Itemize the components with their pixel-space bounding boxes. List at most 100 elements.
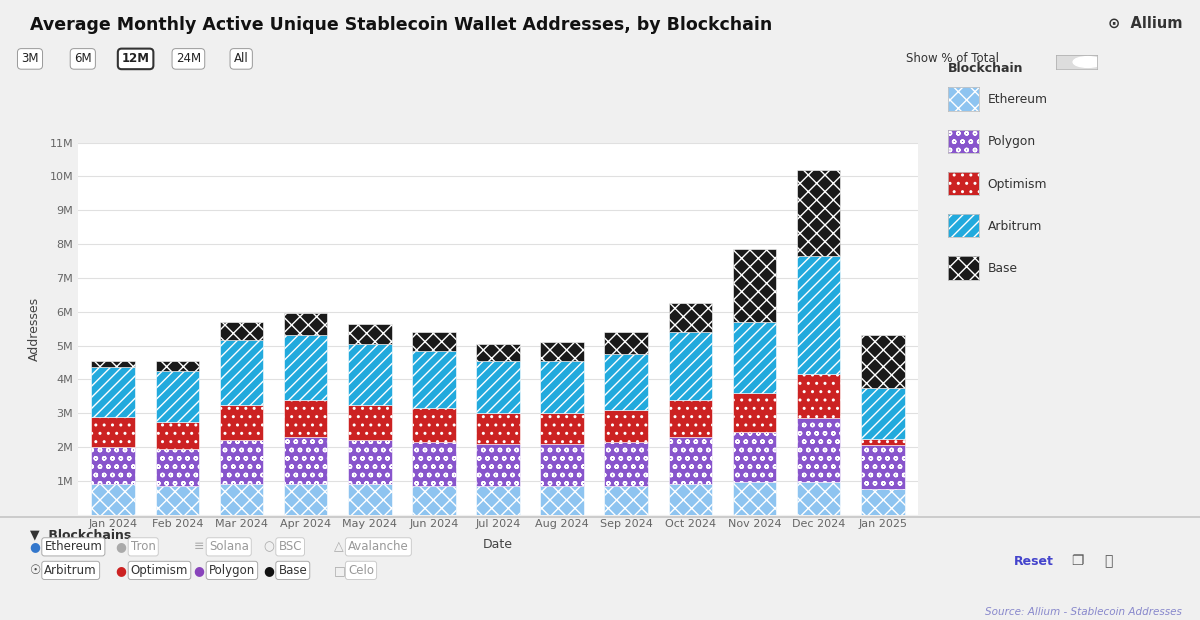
Text: Base: Base	[988, 262, 1018, 275]
Bar	[605, 332, 648, 354]
Bar	[220, 484, 263, 515]
Bar	[860, 388, 905, 438]
Text: Tron: Tron	[131, 541, 156, 553]
Text: Base: Base	[278, 564, 307, 577]
Text: Solana: Solana	[209, 541, 248, 553]
Bar	[220, 340, 263, 405]
Bar	[91, 447, 136, 484]
Text: Celo: Celo	[348, 564, 374, 577]
Bar	[668, 437, 712, 484]
Text: Source: Allium - Stablecoin Addresses: Source: Allium - Stablecoin Addresses	[985, 607, 1182, 617]
Circle shape	[1073, 56, 1103, 68]
Bar	[348, 484, 391, 515]
Text: Blockchain: Blockchain	[948, 62, 1024, 75]
Bar	[91, 484, 136, 515]
Bar	[605, 442, 648, 486]
Bar	[540, 443, 584, 486]
Text: ⊙  Allium: ⊙ Allium	[1108, 16, 1182, 30]
Text: Ethereum: Ethereum	[44, 541, 102, 553]
Bar	[284, 400, 328, 437]
Bar	[91, 417, 136, 447]
Bar	[156, 422, 199, 449]
Text: BSC: BSC	[278, 541, 302, 553]
Text: ▼  Blockchains: ▼ Blockchains	[30, 528, 131, 541]
Bar	[91, 361, 136, 368]
Bar	[91, 368, 136, 417]
Text: ​○: ​○	[264, 541, 275, 553]
Text: ​□: ​□	[334, 564, 346, 577]
Text: Avalanche: Avalanche	[348, 541, 409, 553]
Text: 24M: 24M	[176, 53, 200, 65]
Bar	[797, 418, 840, 482]
Bar	[220, 440, 263, 484]
Bar	[412, 486, 456, 515]
Bar	[797, 256, 840, 374]
Bar	[348, 440, 391, 484]
Bar	[476, 443, 520, 486]
Text: ​≡: ​≡	[194, 541, 205, 553]
Text: ​☉: ​☉	[30, 564, 41, 577]
Bar	[476, 344, 520, 361]
Bar	[540, 361, 584, 413]
Text: ❐: ❐	[1072, 554, 1084, 568]
Y-axis label: Addresses: Addresses	[28, 296, 41, 361]
Bar	[797, 482, 840, 515]
Text: 6M: 6M	[74, 53, 91, 65]
Bar	[284, 313, 328, 335]
Text: ⤓: ⤓	[1104, 554, 1112, 568]
Bar	[412, 332, 456, 350]
Bar	[348, 324, 391, 344]
Bar	[348, 344, 391, 405]
Bar	[668, 400, 712, 437]
Bar	[860, 438, 905, 445]
Bar	[284, 335, 328, 400]
Text: Polygon: Polygon	[988, 136, 1036, 148]
Bar	[412, 442, 456, 486]
Bar	[668, 303, 712, 332]
Text: Show % of Total: Show % of Total	[906, 53, 998, 65]
Text: ​●: ​●	[194, 564, 205, 577]
Text: Ethereum: Ethereum	[988, 94, 1048, 106]
Bar	[605, 410, 648, 442]
Text: Arbitrum: Arbitrum	[44, 564, 97, 577]
Text: ​●: ​●	[30, 541, 41, 553]
Text: 3M: 3M	[22, 53, 38, 65]
Bar	[412, 350, 456, 408]
Bar	[860, 445, 905, 489]
Bar	[540, 486, 584, 515]
Bar	[668, 332, 712, 400]
Text: Optimism: Optimism	[988, 178, 1048, 190]
Bar	[220, 405, 263, 440]
Text: ​●: ​●	[264, 564, 275, 577]
Text: Polygon: Polygon	[209, 564, 256, 577]
Text: Reset: Reset	[1014, 555, 1054, 567]
Bar	[412, 408, 456, 442]
Text: 12M: 12M	[121, 53, 150, 65]
Text: All: All	[234, 53, 248, 65]
Bar	[860, 335, 905, 388]
Bar	[284, 484, 328, 515]
Text: ​△: ​△	[334, 541, 343, 553]
Text: ​●: ​●	[116, 541, 127, 553]
Bar	[284, 437, 328, 484]
Bar	[733, 482, 776, 515]
Bar	[733, 432, 776, 482]
Bar	[860, 489, 905, 515]
Bar	[797, 374, 840, 418]
Bar	[733, 249, 776, 322]
Bar	[476, 413, 520, 443]
Bar	[348, 405, 391, 440]
Bar	[220, 322, 263, 340]
Bar	[156, 486, 199, 515]
X-axis label: Date: Date	[482, 538, 514, 551]
Bar	[797, 170, 840, 256]
Bar	[733, 393, 776, 432]
Bar	[540, 342, 584, 361]
Text: Optimism: Optimism	[131, 564, 188, 577]
Text: ​●: ​●	[116, 564, 127, 577]
Bar	[156, 449, 199, 486]
Text: Average Monthly Active Unique Stablecoin Wallet Addresses, by Blockchain: Average Monthly Active Unique Stablecoin…	[30, 16, 773, 33]
Bar	[605, 354, 648, 410]
Bar	[476, 361, 520, 413]
Bar	[540, 413, 584, 443]
